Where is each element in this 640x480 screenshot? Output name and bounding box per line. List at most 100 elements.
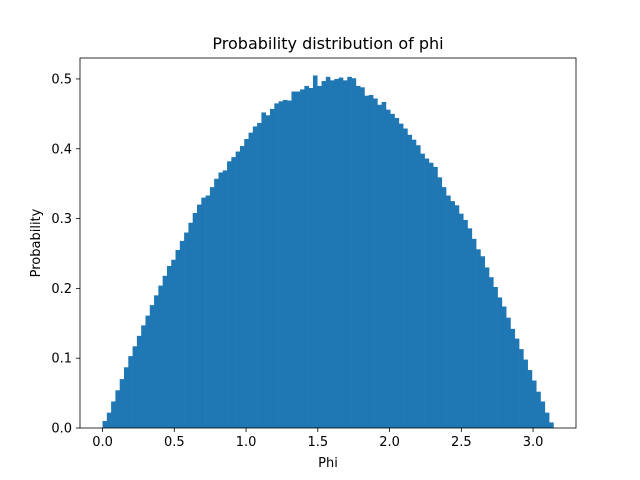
histogram-bar [171,259,176,428]
histogram-bar [514,338,520,428]
histogram-bar [145,315,151,428]
histogram-bar [201,197,206,428]
histogram-bar [214,178,219,428]
histogram-bar [467,228,473,428]
histogram-bar [197,204,202,428]
y-tick-label: 0.3 [51,212,72,227]
histogram-bar [390,113,395,428]
histogram-bar [235,151,241,428]
histogram-bar [158,285,163,428]
histogram-bar [493,286,498,428]
histogram-bar [291,91,297,429]
histogram-bar [523,359,528,428]
histogram-bar [261,112,267,429]
histogram-bar [506,317,511,428]
histogram-bar [244,138,249,428]
histogram-bar [480,256,486,428]
chart-title: Probability distribution of phi [212,34,443,53]
histogram-bar [222,170,228,428]
histogram-bar [231,157,236,428]
histogram-bar [184,232,189,428]
y-tick-label: 0.5 [51,72,72,87]
histogram-bar [239,145,245,428]
histogram-bar [360,87,365,429]
histogram-bar [536,391,541,428]
histogram-bar [549,422,554,428]
histogram-bar [132,346,138,428]
histogram-bar [111,401,116,428]
histogram-bar [149,305,155,428]
axes-frame [79,57,577,429]
histogram-bar [162,275,168,428]
y-tick-label: 0.2 [51,282,72,297]
y-axis-ticks: 0.0 0.1 0.2 0.3 0.4 0.5 [51,72,80,437]
histogram-bar [544,412,550,428]
y-tick-label: 0.1 [51,352,72,367]
y-axis-label: Probability [29,208,44,277]
histogram-bar [351,78,357,428]
histogram-bar [192,212,198,428]
histogram-bar [424,158,430,428]
histogram-bar [454,205,460,428]
histogram-bar [373,98,378,428]
histogram-bar [531,380,537,428]
histogram-bar [278,101,284,428]
histogram-bar [119,379,125,428]
histogram-bar [312,75,318,429]
histogram-bar [270,108,275,428]
histogram-bar [510,328,516,428]
histogram-bar [282,99,288,429]
histogram-bar [257,122,262,428]
histogram-bar [415,145,421,428]
histogram-bar [175,249,181,428]
histogram-bar [248,132,254,428]
histogram-bar [300,89,305,428]
histogram-bar [420,153,425,428]
histogram-bar [227,161,232,429]
histogram-bar [128,356,133,428]
histogram-bar [471,238,477,428]
histogram-bar [218,172,224,428]
histogram-bar [347,76,352,428]
histogram-bar [411,139,417,428]
histogram-bar [295,91,301,429]
histogram-bar [287,100,292,429]
histogram-bar [394,118,400,429]
histogram-bar [102,421,108,428]
x-tick-label: 1.0 [236,435,257,450]
histogram-bar [179,240,185,428]
x-axis-ticks: 0.0 0.5 1.0 1.5 2.0 2.5 3.0 [92,428,543,450]
histogram-bar [304,85,309,428]
histogram-bar [501,306,507,428]
histogram-bar [308,88,314,429]
histogram-bar [497,297,503,428]
histogram-bar [398,123,404,428]
y-tick-label: 0.0 [51,422,72,437]
histogram-bar [317,85,322,428]
histogram-bar [188,222,194,428]
y-tick-label: 0.4 [51,142,72,157]
histogram-bars [102,75,554,429]
histogram-bar [355,85,361,428]
histogram-bar [154,295,159,428]
histogram-bar [437,177,443,428]
histogram-bar [540,401,546,428]
histogram-bar [463,219,468,428]
histogram-bar [364,95,370,428]
histogram-bar [106,412,112,428]
histogram-bar [428,162,434,428]
histogram-bar [334,78,340,429]
histogram-bar [385,109,391,429]
histogram-bar [381,101,387,428]
histogram-bar [488,277,494,428]
histogram-bar [209,187,215,428]
histogram-bar [368,95,374,428]
histogram-bar [407,134,413,428]
histogram-bar [441,187,447,428]
histogram-bar [274,103,279,429]
x-axis-label: Phi [318,456,338,471]
histogram-bar [330,80,335,428]
histogram-bar [519,349,524,428]
histogram-bar [476,249,481,428]
